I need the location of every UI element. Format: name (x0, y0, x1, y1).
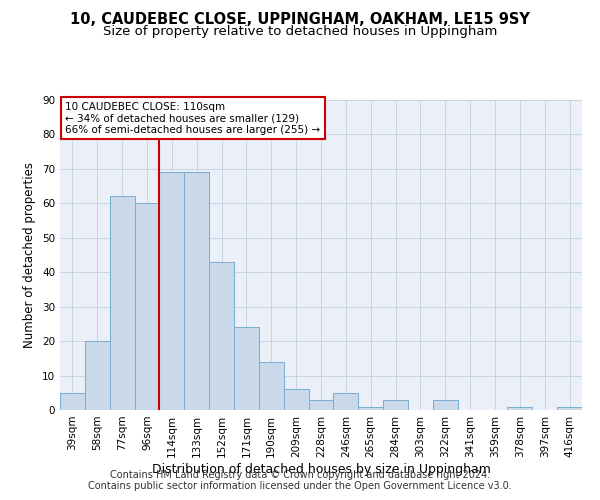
Bar (184, 172, 209, 410)
Bar (209, 262, 234, 410)
Text: Contains public sector information licensed under the Open Government Licence v3: Contains public sector information licen… (88, 481, 512, 491)
Bar (60, 393, 85, 410)
Bar (85, 341, 110, 410)
Bar (234, 328, 259, 410)
Bar (557, 406, 582, 410)
Y-axis label: Number of detached properties: Number of detached properties (23, 162, 37, 348)
Bar (259, 362, 284, 410)
Bar (308, 400, 334, 410)
Bar (110, 196, 134, 410)
Text: 10, CAUDEBEC CLOSE, UPPINGHAM, OAKHAM, LE15 9SY: 10, CAUDEBEC CLOSE, UPPINGHAM, OAKHAM, L… (70, 12, 530, 28)
Bar (358, 406, 383, 410)
Bar (334, 393, 358, 410)
Text: Size of property relative to detached houses in Uppingham: Size of property relative to detached ho… (103, 25, 497, 38)
Bar (134, 204, 160, 410)
Text: 10 CAUDEBEC CLOSE: 110sqm
← 34% of detached houses are smaller (129)
66% of semi: 10 CAUDEBEC CLOSE: 110sqm ← 34% of detac… (65, 102, 320, 134)
Bar (160, 172, 184, 410)
Bar (433, 400, 458, 410)
Bar (284, 390, 308, 410)
Bar (508, 406, 532, 410)
Bar (383, 400, 408, 410)
X-axis label: Distribution of detached houses by size in Uppingham: Distribution of detached houses by size … (152, 462, 490, 475)
Text: Contains HM Land Registry data © Crown copyright and database right 2024.: Contains HM Land Registry data © Crown c… (110, 470, 490, 480)
